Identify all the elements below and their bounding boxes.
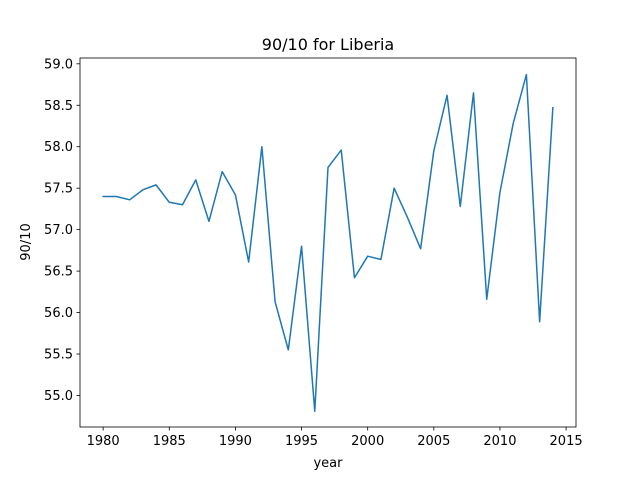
y-axis-label: 90/10 — [19, 223, 34, 260]
x-tick-label: 1990 — [219, 434, 252, 449]
y-tick-label: 57.5 — [44, 182, 73, 197]
y-tick-label: 56.5 — [44, 265, 73, 280]
y-tick-label: 57.0 — [44, 223, 73, 238]
y-tick-label: 58.0 — [44, 140, 73, 155]
y-tick-label: 56.0 — [44, 306, 73, 321]
x-axis-label: year — [313, 456, 343, 471]
plot-frame — [79, 57, 577, 428]
plot-area — [102, 73, 554, 412]
y-tick-label: 59.0 — [44, 57, 73, 72]
x-tick-label: 2000 — [351, 434, 384, 449]
x-tick-label: 2005 — [417, 434, 450, 449]
chart-title: 90/10 for Liberia — [262, 35, 394, 54]
x-tick-label: 2010 — [483, 434, 516, 449]
axes: 1980 1985 1990 1995 2000 2005 2010 2015 55.0 55.5… — [44, 57, 583, 449]
x-tick-label: 1980 — [87, 434, 120, 449]
y-tick-label: 58.5 — [44, 99, 73, 114]
x-tick-label: 1985 — [153, 434, 186, 449]
x-tick-label: 2015 — [550, 434, 583, 449]
y-tick-label: 55.0 — [44, 389, 73, 404]
x-tick-label: 1995 — [285, 434, 318, 449]
series-line-1 — [102, 73, 554, 412]
y-tick-label: 55.5 — [44, 348, 73, 363]
